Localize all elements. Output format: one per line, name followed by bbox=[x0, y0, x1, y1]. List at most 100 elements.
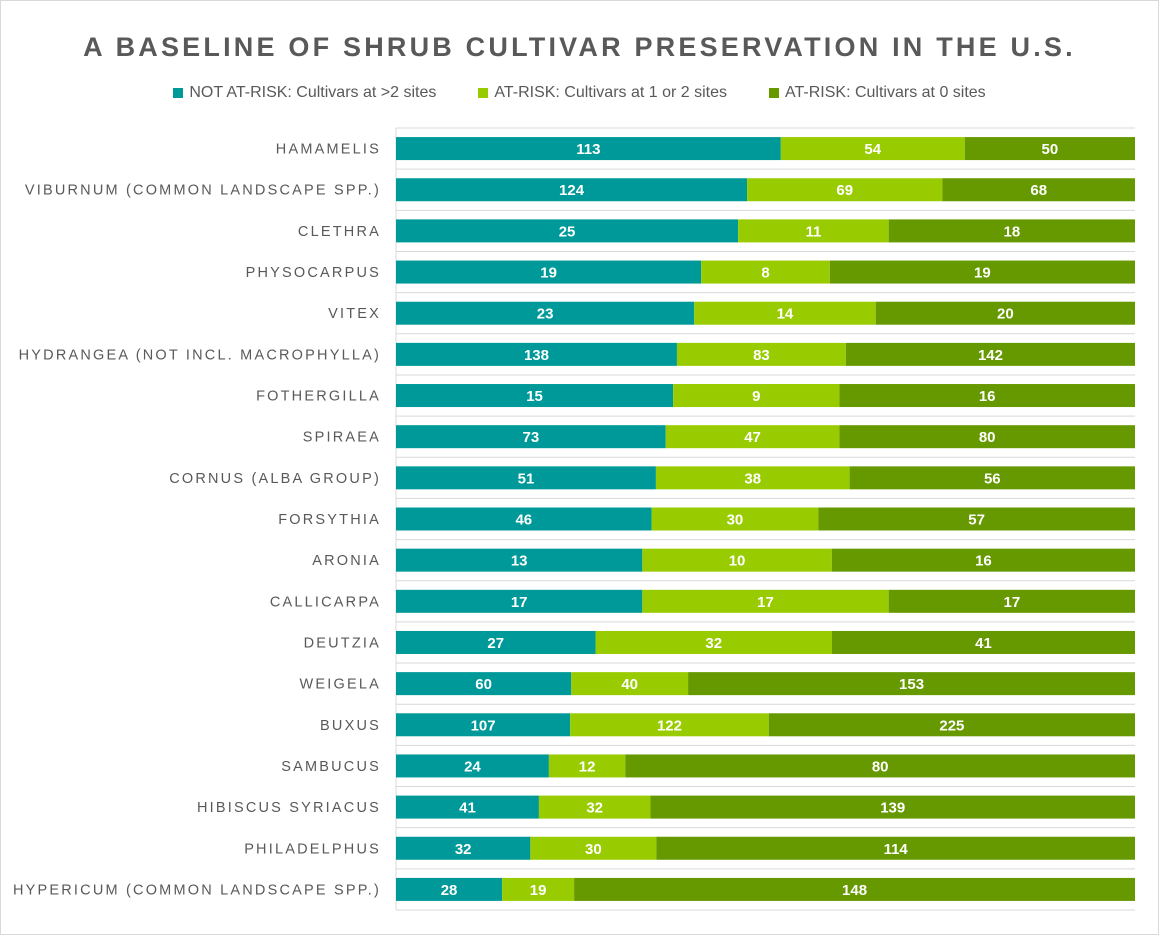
bar-segment-series-2 bbox=[829, 260, 1135, 284]
data-label: 57 bbox=[968, 512, 985, 529]
data-label: 30 bbox=[727, 512, 744, 529]
bar-segment-series-0 bbox=[396, 589, 643, 613]
data-label: 30 bbox=[585, 841, 602, 858]
bar-segment-series-0 bbox=[396, 836, 531, 860]
data-label: 148 bbox=[842, 882, 867, 899]
bar-segment-series-0 bbox=[396, 178, 748, 202]
bar-segment-series-0 bbox=[396, 672, 572, 696]
data-label: 41 bbox=[459, 800, 476, 817]
data-label: 60 bbox=[475, 676, 492, 693]
category-label: FORSYTHIA bbox=[278, 512, 381, 528]
bar-segment-series-1 bbox=[502, 877, 575, 901]
category-label: CORNUS (ALBA GROUP) bbox=[169, 471, 381, 487]
category-label: HYPERICUM (COMMON LANDSCAPE SPP.) bbox=[13, 882, 381, 898]
data-label: 16 bbox=[975, 553, 992, 570]
bar-segment-series-2 bbox=[818, 507, 1135, 531]
category-label: HIBISCUS SYRIACUS bbox=[197, 800, 381, 816]
legend-swatch-1 bbox=[478, 88, 489, 98]
data-label: 73 bbox=[523, 429, 540, 446]
bar-segment-series-1 bbox=[595, 630, 833, 654]
data-label: 19 bbox=[974, 265, 991, 282]
bar-segment-series-1 bbox=[538, 795, 651, 819]
data-label: 25 bbox=[559, 223, 576, 240]
legend-label-1: AT-RISK: Cultivars at 1 or 2 sites bbox=[494, 84, 728, 101]
data-label: 16 bbox=[979, 388, 996, 405]
bar-segment-series-2 bbox=[942, 178, 1135, 202]
data-label: 19 bbox=[530, 882, 547, 899]
bar-segment-series-1 bbox=[665, 425, 840, 449]
data-label: 18 bbox=[1003, 223, 1020, 240]
data-label: 124 bbox=[559, 182, 585, 199]
data-label: 14 bbox=[777, 306, 794, 323]
data-label: 17 bbox=[1003, 594, 1020, 611]
legend-item-2: AT-RISK: Cultivars at 0 sites bbox=[769, 84, 986, 102]
category-label: VITEX bbox=[328, 306, 381, 322]
data-label: 113 bbox=[576, 141, 600, 158]
bar-segment-series-0 bbox=[396, 754, 549, 778]
category-label: WEIGELA bbox=[300, 677, 381, 693]
bar-segment-series-2 bbox=[964, 137, 1135, 161]
category-label: PHYSOCARPUS bbox=[246, 265, 381, 281]
bar-segment-series-1 bbox=[701, 260, 830, 284]
data-label: 50 bbox=[1042, 141, 1059, 158]
category-label: SPIRAEA bbox=[303, 430, 381, 446]
bar-segment-series-2 bbox=[888, 219, 1135, 243]
bar-segment-series-0 bbox=[396, 301, 695, 325]
data-label: 54 bbox=[864, 141, 881, 158]
data-label: 27 bbox=[487, 635, 504, 652]
data-label: 122 bbox=[657, 717, 682, 734]
data-label: 51 bbox=[518, 470, 535, 487]
bar-segment-series-1 bbox=[780, 137, 965, 161]
data-label: 32 bbox=[455, 841, 472, 858]
data-label: 153 bbox=[899, 676, 924, 693]
data-label: 139 bbox=[880, 800, 905, 817]
bar-segment-series-0 bbox=[396, 219, 739, 243]
chart-title: A BASELINE OF SHRUB CULTIVAR PRESERVATIO… bbox=[83, 32, 1076, 62]
category-label: HYDRANGEA (NOT INCL. MACROPHYLLA) bbox=[19, 347, 381, 363]
bar-segment-series-2 bbox=[839, 384, 1135, 408]
data-label: 17 bbox=[757, 594, 774, 611]
data-label: 9 bbox=[752, 388, 760, 405]
bar-segment-series-1 bbox=[571, 672, 689, 696]
data-label: 83 bbox=[753, 347, 770, 364]
data-label: 13 bbox=[511, 553, 528, 570]
bar-segment-series-1 bbox=[673, 384, 840, 408]
data-label: 28 bbox=[441, 882, 458, 899]
bar-segment-series-2 bbox=[768, 713, 1135, 737]
bar-segment-series-2 bbox=[574, 877, 1135, 901]
bar-segment-series-1 bbox=[642, 589, 889, 613]
bar-segment-series-0 bbox=[396, 877, 503, 901]
bar-segment-series-0 bbox=[396, 466, 656, 490]
legend-item-1: AT-RISK: Cultivars at 1 or 2 sites bbox=[478, 84, 727, 102]
category-label: CLETHRA bbox=[298, 224, 381, 240]
bar-segment-series-0 bbox=[396, 713, 571, 737]
bar-segment-series-2 bbox=[845, 342, 1135, 366]
bar-segment-series-0 bbox=[396, 507, 652, 531]
data-label: 38 bbox=[744, 470, 761, 487]
bar-segment-series-1 bbox=[642, 548, 832, 572]
category-label: VIBURNUM (COMMON LANDSCAPE SPP.) bbox=[25, 183, 381, 199]
data-label: 68 bbox=[1030, 182, 1047, 199]
data-label: 8 bbox=[761, 265, 769, 282]
data-label: 10 bbox=[729, 553, 746, 570]
bar-segment-series-2 bbox=[688, 672, 1135, 696]
data-label: 107 bbox=[471, 717, 496, 734]
bar-segment-series-2 bbox=[656, 836, 1135, 860]
data-label: 24 bbox=[464, 758, 481, 775]
bar-segment-series-1 bbox=[530, 836, 657, 860]
data-label: 20 bbox=[997, 306, 1014, 323]
bar-segment-series-1 bbox=[676, 342, 846, 366]
bar-segment-series-1 bbox=[651, 507, 819, 531]
data-label: 40 bbox=[621, 676, 638, 693]
data-label: 56 bbox=[984, 470, 1001, 487]
category-label: BUXUS bbox=[320, 718, 381, 734]
bar-segment-series-2 bbox=[888, 589, 1135, 613]
data-label: 41 bbox=[975, 635, 992, 652]
bar-segment-series-0 bbox=[396, 384, 674, 408]
bar-segment-series-2 bbox=[831, 548, 1135, 572]
bar-segment-series-2 bbox=[625, 754, 1135, 778]
data-label: 80 bbox=[872, 758, 889, 775]
category-label: PHILADELPHUS bbox=[244, 841, 381, 857]
bar-segment-series-1 bbox=[548, 754, 626, 778]
legend-item-0: NOT AT-RISK: Cultivars at >2 sites bbox=[173, 84, 436, 102]
